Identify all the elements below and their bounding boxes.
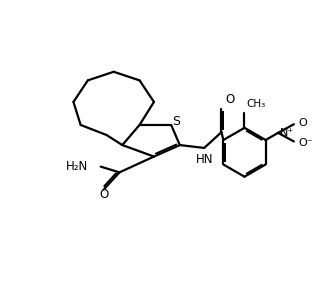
- Text: O⁻: O⁻: [298, 138, 313, 148]
- Text: HN: HN: [195, 153, 213, 166]
- Text: O: O: [225, 93, 234, 106]
- Text: S: S: [172, 115, 180, 128]
- Text: N⁺: N⁺: [279, 128, 294, 138]
- Text: O: O: [298, 118, 307, 128]
- Text: O: O: [99, 188, 108, 201]
- Text: CH₃: CH₃: [247, 99, 266, 109]
- Text: H₂N: H₂N: [66, 160, 88, 173]
